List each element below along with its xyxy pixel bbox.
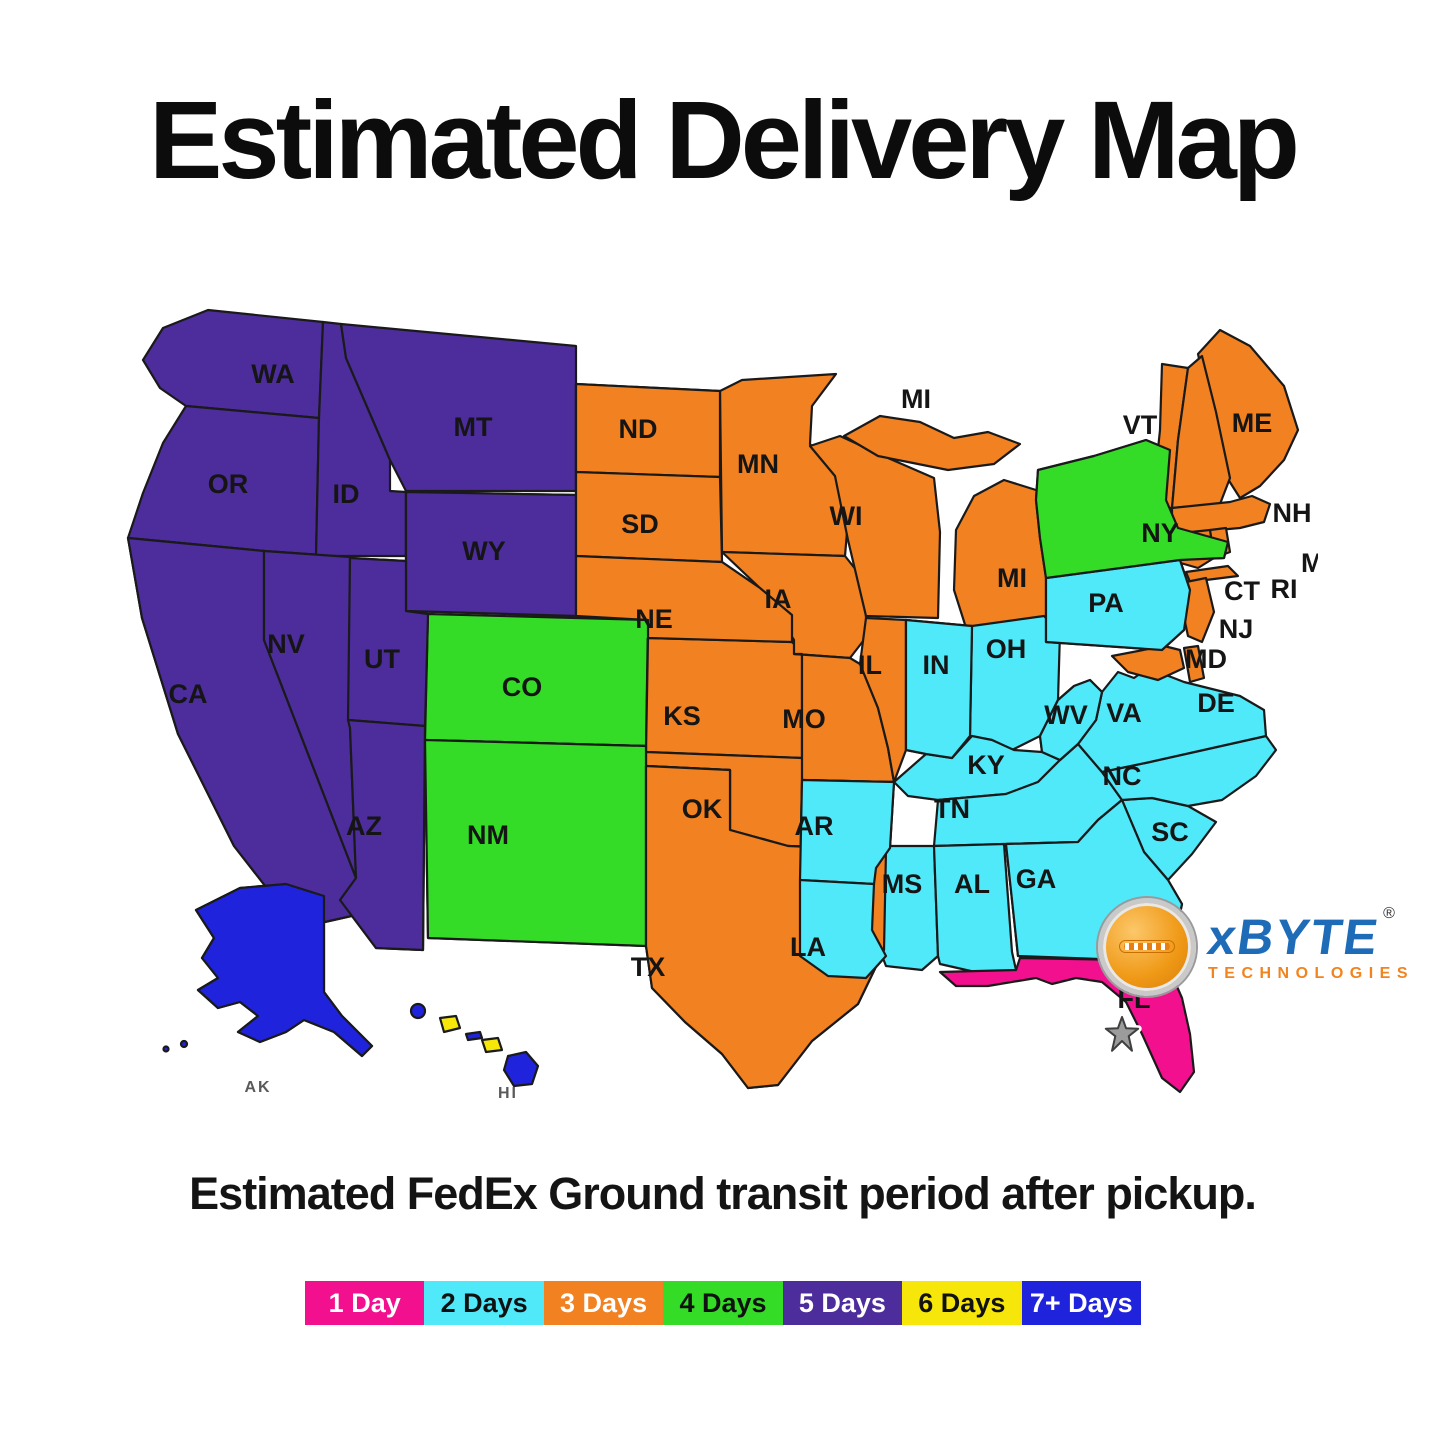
state-label-pa: PA bbox=[1088, 588, 1124, 618]
state-label-mi: MI bbox=[997, 563, 1027, 593]
state-label-al: AL bbox=[954, 869, 990, 899]
registered-mark: ® bbox=[1383, 905, 1395, 922]
state-label-ak: AK bbox=[244, 1079, 271, 1096]
state-ak-island bbox=[162, 1045, 170, 1053]
state-hi-island-maui bbox=[480, 1036, 504, 1054]
page-title: Estimated Delivery Map bbox=[149, 79, 1300, 202]
xbyte-logo-badge-icon bbox=[1098, 898, 1196, 996]
state-label-md: MD bbox=[1185, 644, 1227, 674]
state-label-ca: CA bbox=[169, 679, 208, 709]
state-label-sc: SC bbox=[1151, 817, 1189, 847]
star-icon bbox=[1104, 1016, 1140, 1052]
xbyte-logo-text: xBYTE® TECHNOLOGIES bbox=[1204, 906, 1415, 982]
state-label-az: AZ bbox=[346, 811, 382, 841]
state-label-ks: KS bbox=[663, 701, 701, 731]
state-label-tx: TX bbox=[631, 952, 666, 982]
origin-star-marker bbox=[1102, 1013, 1142, 1055]
legend-item-6-days: 6 Days bbox=[902, 1281, 1022, 1325]
state-de bbox=[1182, 644, 1206, 684]
legend-item-5-days: 5 Days bbox=[782, 1281, 903, 1325]
state-label-ct: CT bbox=[1224, 576, 1260, 606]
state-label-nj: NJ bbox=[1219, 614, 1254, 644]
state-label-ri: RI bbox=[1271, 574, 1298, 604]
state-label-wv: WV bbox=[1044, 700, 1088, 730]
state-label-co: CO bbox=[502, 672, 543, 702]
state-label-nv: NV bbox=[267, 629, 305, 659]
state-label-la: LA bbox=[790, 932, 826, 962]
xbyte-logo: xBYTE® TECHNOLOGIES bbox=[1098, 898, 1414, 996]
state-label-nh: NH bbox=[1273, 498, 1312, 528]
state-label-sd: SD bbox=[621, 509, 659, 539]
state-label-hi: HI bbox=[498, 1085, 518, 1102]
state-labels: WA OR CA NV ID MT WY UT AZ CO NM ND SD N… bbox=[169, 359, 1319, 1102]
state-label-mo: MO bbox=[782, 704, 826, 734]
state-label-nm: NM bbox=[467, 820, 509, 850]
state-label-vt: VT bbox=[1123, 410, 1158, 440]
state-hi-island-hawaii bbox=[502, 1050, 540, 1088]
state-label-nc: NC bbox=[1103, 761, 1142, 791]
xbyte-wordmark: xBYTE bbox=[1204, 909, 1384, 965]
state-label-ny: NY bbox=[1141, 518, 1179, 548]
state-label-va: VA bbox=[1106, 698, 1142, 728]
state-label-ar: AR bbox=[795, 811, 834, 841]
state-label-or: OR bbox=[208, 469, 249, 499]
map-caption: Estimated FedEx Ground transit period af… bbox=[189, 1168, 1257, 1219]
state-label-ok: OK bbox=[682, 794, 723, 824]
state-label-ga: GA bbox=[1016, 864, 1057, 894]
state-label-ma: MA bbox=[1301, 548, 1318, 578]
legend-item-3-days: 3 Days bbox=[543, 1281, 664, 1325]
state-mi-upper bbox=[842, 414, 1022, 472]
state-hi-island-oahu bbox=[438, 1014, 462, 1034]
state-wa bbox=[141, 308, 325, 420]
us-delivery-map: WA OR CA NV ID MT WY UT AZ CO NM ND SD N… bbox=[126, 308, 1319, 1102]
xbyte-technologies-label: TECHNOLOGIES bbox=[1208, 965, 1415, 982]
legend-item-1-day: 1 Day bbox=[305, 1281, 425, 1325]
state-label-mn: MN bbox=[737, 449, 779, 479]
state-label-ia: IA bbox=[765, 584, 792, 614]
state-label-ut: UT bbox=[364, 644, 400, 674]
state-label-de: DE bbox=[1197, 688, 1235, 718]
state-hi-island-kauai bbox=[409, 1002, 427, 1020]
state-label-ms: MS bbox=[882, 869, 923, 899]
state-ks bbox=[644, 636, 804, 760]
state-al bbox=[932, 842, 1018, 976]
legend-item-7plus-days: 7+ Days bbox=[1021, 1281, 1141, 1325]
xbyte-logo-dashes-icon bbox=[1119, 940, 1175, 953]
legend-item-4-days: 4 Days bbox=[663, 1281, 783, 1325]
state-label-oh: OH bbox=[986, 634, 1027, 664]
state-label-me: ME bbox=[1232, 408, 1273, 438]
state-label-tn: TN bbox=[934, 794, 970, 824]
state-hi-island-molokai bbox=[464, 1030, 484, 1042]
state-ny-long-island bbox=[1184, 564, 1240, 584]
state-nh bbox=[1170, 354, 1232, 510]
state-label-il: IL bbox=[858, 650, 882, 680]
state-label-wa: WA bbox=[251, 359, 295, 389]
state-label-ne: NE bbox=[635, 604, 673, 634]
state-label-ky: KY bbox=[967, 750, 1005, 780]
state-label-id: ID bbox=[333, 479, 360, 509]
state-label-mi-upper: MI bbox=[901, 384, 931, 414]
state-label-in: IN bbox=[923, 650, 950, 680]
state-label-wi: WI bbox=[830, 501, 863, 531]
legend-item-2-days: 2 Days bbox=[424, 1281, 544, 1325]
transit-legend: 1 Day 2 Days 3 Days 4 Days 5 Days 6 Days… bbox=[305, 1281, 1141, 1325]
state-ak-island bbox=[179, 1039, 189, 1049]
state-label-nd: ND bbox=[619, 414, 658, 444]
state-label-mt: MT bbox=[454, 412, 493, 442]
state-label-wy: WY bbox=[462, 536, 506, 566]
